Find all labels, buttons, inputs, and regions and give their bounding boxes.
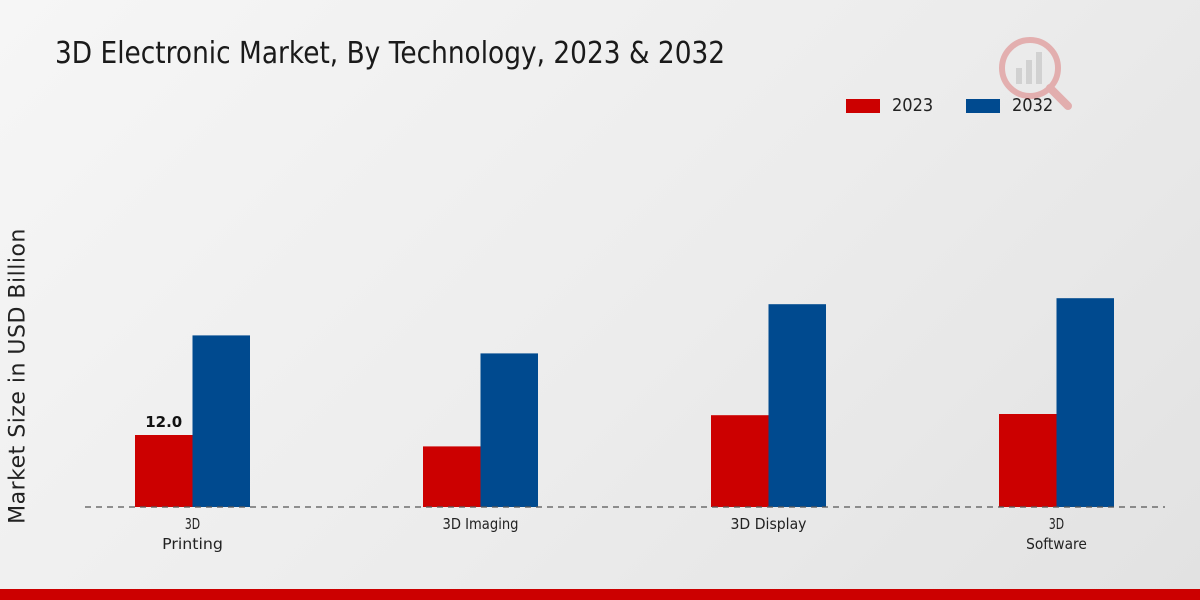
bar-2032-3 <box>1056 298 1114 507</box>
bar-2023-2 <box>711 415 769 507</box>
legend-item-2023[interactable]: 2023 <box>846 95 938 116</box>
bar-2023-0 <box>135 435 193 507</box>
bar-2032-1 <box>480 353 538 507</box>
market-research-logo-icon <box>999 37 1072 110</box>
legend-swatch-2023 <box>846 98 880 113</box>
x-tick-label-3-1: Software <box>1026 535 1087 553</box>
x-tick-label-0-1: Printing <box>162 535 223 553</box>
legend-swatch-2032 <box>966 98 1000 113</box>
bar-2023-1 <box>423 446 481 507</box>
x-tick-label-1-0: 3D Imaging <box>443 515 519 533</box>
x-tick-label-0-0: 3D <box>185 515 200 533</box>
chart-title: 3D Electronic Market, By Technology, 202… <box>55 36 726 71</box>
bar-2023-3 <box>999 414 1057 507</box>
bar-2032-2 <box>768 304 826 507</box>
bottom-accent-bar <box>0 589 1200 600</box>
bar-2032-0 <box>192 335 250 507</box>
data-label-2023-0: 12.0 <box>145 413 182 431</box>
legend-label-2023: 2023 <box>892 95 934 116</box>
legend-label-2032: 2032 <box>1012 95 1054 116</box>
legend-item-2032[interactable]: 2032 <box>966 95 1058 116</box>
x-tick-label-3-0: 3D <box>1049 515 1064 533</box>
x-tick-label-2-0: 3D Display <box>731 515 807 533</box>
